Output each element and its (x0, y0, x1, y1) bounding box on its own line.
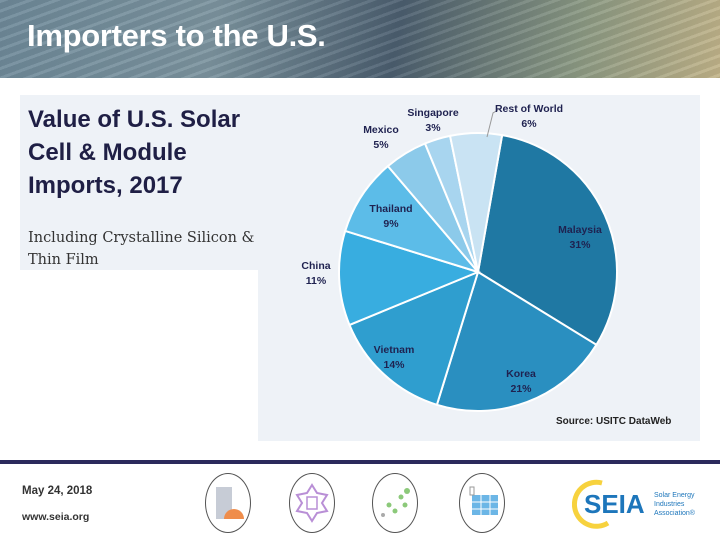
pie-chart: Malaysia 31% Korea 21% Vietnam 14% China 11% Tha… (301, 103, 618, 412)
slice-value-label: 9% (383, 218, 399, 230)
building-hardhat-icon (205, 473, 251, 533)
slice-label: Korea (506, 368, 536, 380)
pie-slice-korea (435, 270, 598, 412)
slice-label: Malaysia (558, 224, 602, 236)
slice-label: Singapore (407, 107, 459, 119)
pie-slice-china (338, 229, 481, 327)
pie-slice-thailand (343, 164, 481, 274)
title-card (20, 95, 260, 270)
slide-subtitle: Including Crystalline Silicon & Thin Fil… (28, 230, 255, 268)
slice-value-label: 21% (510, 383, 532, 395)
slice-label: Vietnam (374, 344, 415, 356)
slice-value-label: 3% (425, 122, 441, 134)
leader-line (486, 109, 499, 138)
header-title: Importers to the U.S. (27, 18, 326, 53)
footer-date: May 24, 2018 (22, 485, 93, 497)
pie-slice-vietnam (348, 270, 480, 407)
slice-label: Thailand (369, 203, 412, 215)
svg-text:Solar Energy: Solar Energy (654, 492, 695, 499)
seia-logo: SEIA Solar Energy Industries Association… (571, 475, 707, 531)
slide-title: Value of U.S. Solar Cell & Module Import… (28, 106, 241, 199)
svg-text:Industries: Industries (654, 501, 685, 508)
slice-value-label: 31% (569, 239, 591, 251)
slice-label: Rest of World (495, 103, 563, 115)
solar-panel-icon (459, 473, 505, 533)
slice-value-label: 11% (306, 275, 327, 287)
header-banner: Importers to the U.S. (0, 0, 720, 78)
slice-value-label: 5% (373, 139, 389, 151)
svg-text:Association®: Association® (654, 509, 696, 517)
pie-slice-rest-of-world (448, 132, 504, 273)
slice-value-label: 6% (521, 118, 537, 130)
footer-divider (0, 460, 720, 464)
network-dots-icon (372, 473, 418, 533)
svg-text:SEIA: SEIA (584, 489, 645, 519)
inverter-icon (289, 473, 335, 533)
slice-value-label: 14% (383, 359, 405, 371)
slice-label: China (301, 260, 330, 272)
chart-source: Source: USITC DataWeb (556, 416, 672, 427)
footer-url: www.seia.org (22, 511, 90, 523)
slice-label: Mexico (363, 124, 399, 136)
